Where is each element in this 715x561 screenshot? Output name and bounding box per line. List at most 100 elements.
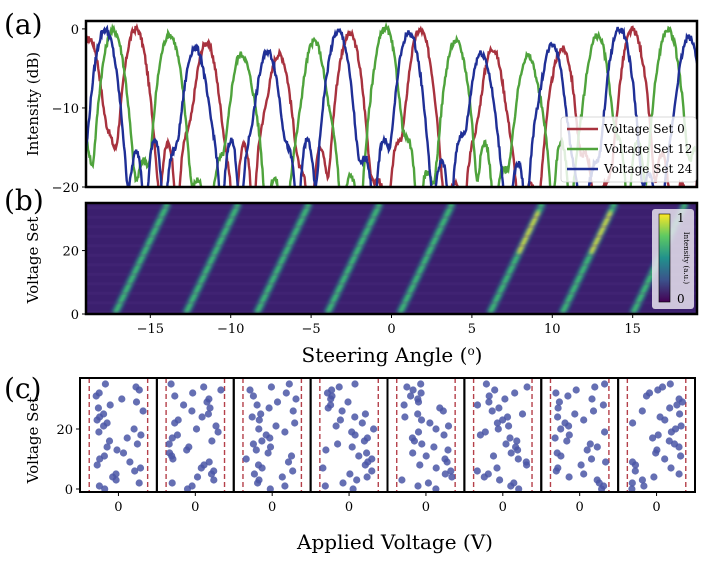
voltage-point [254, 461, 263, 469]
voltage-point [210, 476, 218, 484]
voltage-point [601, 380, 609, 388]
voltage-point [628, 479, 636, 487]
voltage-point [436, 404, 444, 412]
voltage-point [514, 455, 522, 463]
b-xtick-label-1: −10 [217, 322, 244, 337]
voltage-point [554, 413, 562, 421]
voltage-point [491, 386, 499, 394]
voltage-point [363, 434, 371, 442]
voltage-point [173, 431, 181, 439]
voltage-point [414, 482, 422, 490]
panel-b-xlabel-text: Steering Angle ( [302, 343, 468, 367]
b-xtick-label-0: −15 [137, 322, 164, 337]
voltage-point [101, 485, 109, 493]
c-xtick-label-7: 0 [652, 500, 660, 515]
panel-a-frame [84, 19, 699, 189]
voltage-point [208, 437, 216, 445]
voltage-point [180, 401, 188, 409]
voltage-point [432, 425, 440, 433]
voltage-point [591, 383, 599, 391]
voltage-point [351, 380, 359, 388]
voltage-point [166, 449, 174, 457]
voltage-point [363, 473, 371, 481]
voltage-point [130, 425, 138, 433]
panel-a-ylabel: Intensity (dB) [24, 52, 42, 156]
voltage-point [100, 410, 108, 418]
voltage-point [335, 383, 343, 391]
voltage-point [580, 470, 588, 478]
voltage-point [266, 485, 274, 493]
voltage-point [493, 419, 501, 427]
voltage-point [139, 407, 147, 415]
panel-b-xlabel: Steering Angle (o) [302, 343, 483, 367]
voltage-point [599, 401, 608, 409]
voltage-point [185, 443, 193, 451]
voltage-point [103, 443, 111, 451]
voltage-point [119, 449, 128, 457]
ridge-core-2 [254, 203, 312, 314]
voltage-point [273, 398, 282, 406]
voltage-point [101, 380, 109, 388]
voltage-point [589, 407, 598, 415]
voltage-point [95, 389, 103, 397]
voltage-point [355, 452, 363, 460]
voltage-subplot-1: 0 [155, 377, 235, 515]
voltage-point [414, 395, 422, 403]
voltage-point [210, 467, 218, 475]
b-xtick-label-3: 0 [387, 322, 395, 337]
voltage-point [656, 413, 664, 421]
voltage-point [640, 482, 648, 490]
voltage-point [265, 404, 273, 412]
voltage-point [193, 473, 202, 481]
voltage-subplot-2: 0 [232, 377, 312, 515]
voltage-subplot-0: 0 0 20 [56, 377, 158, 515]
ridge-peak-5 [517, 211, 540, 254]
voltage-point [204, 410, 212, 418]
voltage-point [565, 473, 573, 481]
voltage-point [407, 392, 415, 400]
voltage-point [587, 455, 596, 463]
voltage-point [264, 449, 272, 457]
voltage-point [583, 446, 591, 454]
legend-box [560, 116, 697, 183]
voltage-point [417, 380, 425, 388]
voltage-point [287, 452, 296, 460]
voltage-point [496, 476, 504, 484]
voltage-point [349, 485, 357, 493]
voltage-point [515, 485, 523, 493]
voltage-point [593, 476, 601, 484]
voltage-point [677, 422, 685, 430]
voltage-point [267, 383, 275, 391]
voltage-point [198, 413, 206, 421]
voltage-point [658, 383, 667, 391]
voltage-point [666, 380, 674, 388]
voltage-point [448, 473, 456, 481]
voltage-point [557, 425, 565, 433]
voltage-point [505, 422, 513, 430]
voltage-point [291, 419, 299, 427]
c-ytick-label-1: 20 [56, 423, 73, 438]
ridge-peak-6 [589, 211, 613, 254]
c-xtick-label-6: 0 [576, 500, 584, 515]
voltage-point [507, 449, 515, 457]
legend-entry-0: Voltage Set 0 [603, 122, 685, 136]
voltage-point [336, 416, 344, 424]
voltage-point [654, 431, 662, 439]
voltage-point [100, 452, 108, 460]
voltage-point [601, 428, 609, 436]
c-xtick-label-0: 0 [114, 500, 122, 515]
voltage-point [495, 404, 503, 412]
voltage-point [255, 425, 263, 433]
panel-b-heatmap: −15 −10 −5 0 5 10 15 020 Voltage Set Steering … [24, 201, 699, 367]
voltage-point [272, 422, 280, 430]
voltage-point [281, 482, 289, 490]
voltage-point [332, 422, 340, 430]
subplot-frame-2 [232, 377, 312, 493]
voltage-point [414, 410, 422, 418]
voltage-point [353, 476, 361, 484]
ridge-core-0 [113, 203, 170, 314]
voltage-point [113, 446, 121, 454]
panel-label-b: (b) [4, 184, 44, 217]
colorbar-min-label: 0 [677, 292, 685, 306]
b-xtick-label-6: 15 [624, 322, 641, 337]
